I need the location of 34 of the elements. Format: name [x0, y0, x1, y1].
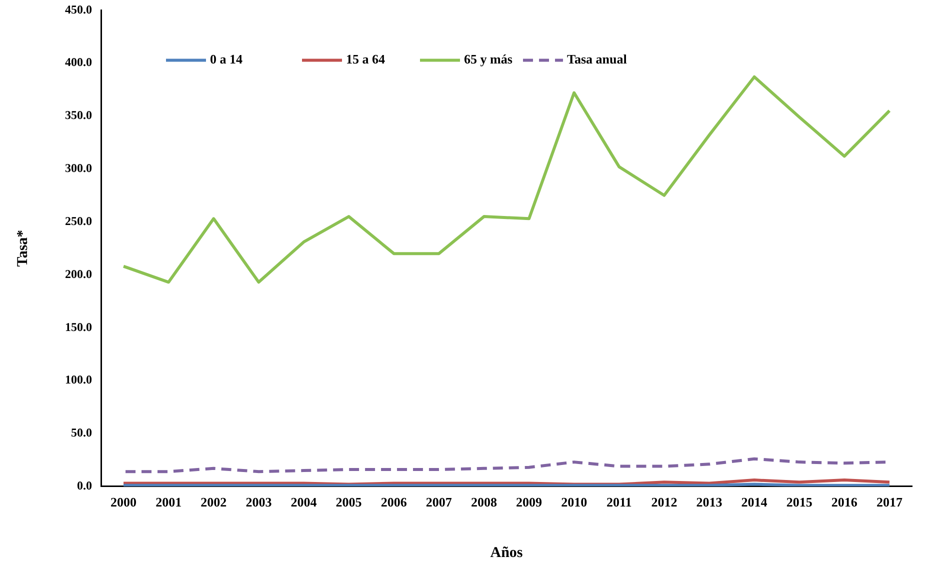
- y-axis-title: Tasa*: [14, 230, 31, 267]
- x-axis-title: Años: [490, 544, 523, 561]
- x-tick-label: 2009: [516, 494, 543, 510]
- y-tick-label: 150.0: [65, 320, 92, 334]
- y-tick-label: 250.0: [65, 214, 92, 228]
- legend-label: 65 y más: [464, 52, 512, 67]
- x-tick-label: 2001: [156, 494, 182, 510]
- y-tick-label: 200.0: [65, 266, 92, 281]
- x-tick-label: 2010: [561, 494, 588, 510]
- x-tick-label: 2016: [831, 494, 858, 510]
- x-tick-label: 2000: [110, 494, 137, 510]
- x-tick-label: 2011: [606, 494, 632, 510]
- y-tick-label: 0.0: [77, 478, 92, 492]
- x-tick-label: 2003: [246, 494, 272, 510]
- x-tick-label: 2017: [876, 494, 903, 510]
- x-tick-label: 2002: [200, 494, 227, 510]
- x-tick-label: 2013: [696, 494, 723, 510]
- x-tick-label: 2008: [470, 494, 498, 510]
- x-tick-label: 2014: [741, 494, 768, 510]
- y-tick-label: 50.0: [71, 426, 92, 440]
- x-tick-label: 2005: [336, 494, 362, 510]
- legend-label: 15 a 64: [346, 52, 386, 67]
- legend-label: 0 a 14: [210, 52, 243, 67]
- y-tick-label: 400.0: [65, 55, 92, 70]
- x-tick-label: 2007: [426, 494, 452, 510]
- y-tick-label: 100.0: [65, 372, 92, 387]
- y-tick-label: 350.0: [65, 108, 92, 122]
- y-tick-label: 300.0: [65, 161, 92, 176]
- y-tick-label: 450.0: [65, 2, 92, 16]
- x-tick-label: 2004: [290, 494, 318, 510]
- x-tick-label: 2015: [786, 494, 813, 510]
- x-tick-label: 2012: [651, 494, 678, 510]
- legend-label: Tasa anual: [567, 52, 628, 67]
- x-tick-label: 2006: [380, 494, 408, 510]
